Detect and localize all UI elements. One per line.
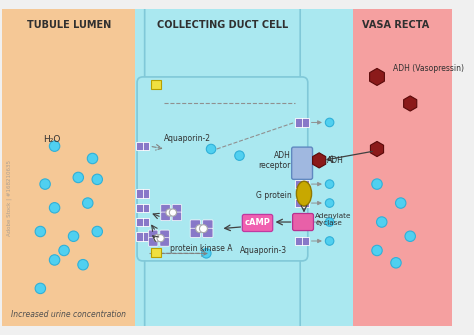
Circle shape xyxy=(157,234,164,242)
FancyBboxPatch shape xyxy=(136,218,149,226)
Bar xyxy=(135,9,353,326)
Circle shape xyxy=(73,172,83,183)
Ellipse shape xyxy=(296,181,311,206)
FancyBboxPatch shape xyxy=(160,230,169,239)
Circle shape xyxy=(49,255,60,265)
Circle shape xyxy=(59,245,69,256)
Circle shape xyxy=(87,153,98,164)
Circle shape xyxy=(372,245,382,256)
FancyBboxPatch shape xyxy=(145,1,300,100)
Circle shape xyxy=(40,179,50,189)
Circle shape xyxy=(49,203,60,213)
Text: Aquaporin-2: Aquaporin-2 xyxy=(164,134,210,143)
FancyBboxPatch shape xyxy=(203,228,213,238)
Circle shape xyxy=(200,225,208,232)
Text: Adenylate
cyclase: Adenylate cyclase xyxy=(315,213,352,226)
Circle shape xyxy=(395,198,406,208)
FancyBboxPatch shape xyxy=(190,228,201,238)
Circle shape xyxy=(325,180,334,188)
Circle shape xyxy=(92,226,102,237)
Text: cAMP: cAMP xyxy=(245,218,271,227)
Circle shape xyxy=(166,209,173,216)
Circle shape xyxy=(372,179,382,189)
FancyBboxPatch shape xyxy=(190,220,201,229)
Circle shape xyxy=(154,234,161,242)
Text: H₂O: H₂O xyxy=(43,135,60,144)
FancyBboxPatch shape xyxy=(292,213,313,230)
Circle shape xyxy=(391,258,401,268)
FancyBboxPatch shape xyxy=(161,204,170,213)
FancyBboxPatch shape xyxy=(295,118,309,127)
FancyBboxPatch shape xyxy=(172,212,182,221)
Text: ADH: ADH xyxy=(327,156,344,165)
Circle shape xyxy=(201,249,211,258)
Circle shape xyxy=(376,217,387,227)
Bar xyxy=(151,80,161,89)
Bar xyxy=(151,248,161,257)
Circle shape xyxy=(196,225,204,232)
Text: COLLECTING DUCT CELL: COLLECTING DUCT CELL xyxy=(157,20,288,30)
Circle shape xyxy=(82,198,93,208)
Polygon shape xyxy=(404,96,417,111)
FancyBboxPatch shape xyxy=(145,243,300,334)
FancyBboxPatch shape xyxy=(136,204,149,212)
FancyBboxPatch shape xyxy=(295,218,309,226)
FancyBboxPatch shape xyxy=(161,212,170,221)
FancyBboxPatch shape xyxy=(136,142,149,150)
FancyBboxPatch shape xyxy=(203,220,213,229)
Circle shape xyxy=(325,199,334,207)
FancyBboxPatch shape xyxy=(292,147,312,179)
FancyBboxPatch shape xyxy=(295,237,309,245)
Bar xyxy=(304,9,353,326)
Text: Aquaporin-3: Aquaporin-3 xyxy=(239,246,287,255)
Circle shape xyxy=(35,283,46,294)
Circle shape xyxy=(169,209,176,216)
Text: Adobe Stock | #168210635: Adobe Stock | #168210635 xyxy=(6,160,12,236)
Circle shape xyxy=(405,231,415,242)
FancyBboxPatch shape xyxy=(148,238,158,246)
Polygon shape xyxy=(370,68,384,85)
Circle shape xyxy=(206,144,216,154)
FancyBboxPatch shape xyxy=(160,238,169,246)
Circle shape xyxy=(325,118,334,127)
FancyBboxPatch shape xyxy=(295,180,309,188)
FancyBboxPatch shape xyxy=(137,77,308,261)
Text: VASA RECTA: VASA RECTA xyxy=(362,20,429,30)
Circle shape xyxy=(325,237,334,245)
Circle shape xyxy=(92,174,102,185)
FancyBboxPatch shape xyxy=(136,232,149,241)
FancyBboxPatch shape xyxy=(172,204,182,213)
Circle shape xyxy=(235,151,244,160)
Text: ADH
receptor: ADH receptor xyxy=(258,151,291,170)
Polygon shape xyxy=(371,141,383,156)
Text: protein kinase A: protein kinase A xyxy=(170,244,233,253)
Text: TUBULE LUMEN: TUBULE LUMEN xyxy=(27,20,111,30)
Polygon shape xyxy=(312,153,326,168)
Text: Increased urine concentration: Increased urine concentration xyxy=(11,310,126,319)
Text: ADH (Vasopressin): ADH (Vasopressin) xyxy=(393,64,464,73)
Circle shape xyxy=(78,260,88,270)
FancyBboxPatch shape xyxy=(242,214,273,231)
Circle shape xyxy=(325,218,334,226)
Text: G protein: G protein xyxy=(256,191,292,200)
Circle shape xyxy=(68,231,79,242)
Circle shape xyxy=(49,141,60,151)
Bar xyxy=(2,9,135,326)
FancyBboxPatch shape xyxy=(148,230,158,239)
FancyBboxPatch shape xyxy=(295,199,309,207)
FancyBboxPatch shape xyxy=(136,189,149,198)
Circle shape xyxy=(35,226,46,237)
Bar xyxy=(353,9,452,326)
